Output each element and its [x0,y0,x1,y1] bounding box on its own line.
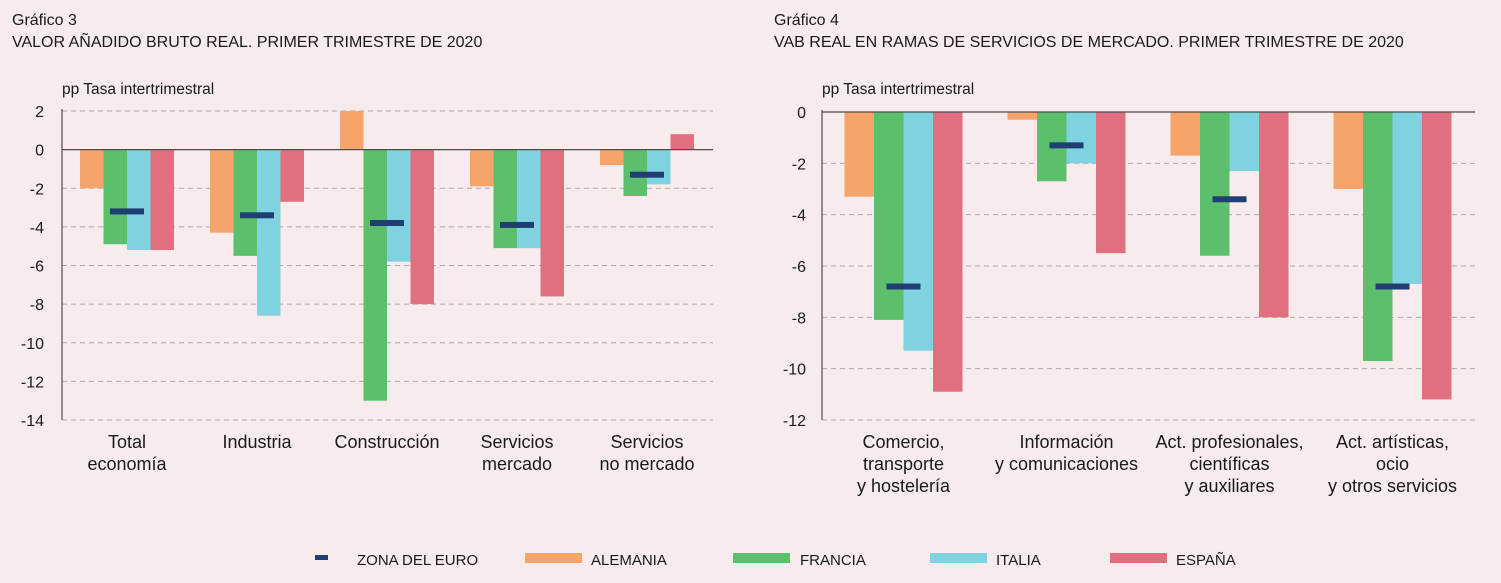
category-label: Construcción [334,432,439,452]
bar-francia [493,149,517,249]
legend-swatch-italia [930,553,987,563]
legend-label-alemania: ALEMANIA [591,552,667,569]
y-tick-label: -12 [21,374,44,391]
y-tick-label: -6 [30,259,44,276]
bar-espana [670,134,694,150]
bar-francia [1200,112,1230,256]
y-tick-label: -14 [21,413,44,430]
legend: ZONA DEL EURO ALEMANIA FRANCIA ITALIA ES… [315,552,1236,569]
bar-espana [410,149,434,305]
bar-espana [1096,112,1126,254]
marker-zona-euro [886,283,921,290]
bar-alemania [470,149,494,187]
marker-zona-euro [630,171,664,178]
legend-swatch-espana [1110,553,1167,563]
legend-label-zona-euro: ZONA DEL EURO [357,552,478,569]
y-tick-label: -10 [783,362,806,379]
chart-1: Gráfico 3 VALOR AÑADIDO BRUTO REAL. PRIM… [12,12,713,474]
bar-italia [1229,112,1259,172]
bar-espana [1422,112,1452,400]
bar-italia [1392,112,1422,284]
bar-espana [933,112,963,392]
chart-1-euro-markers [110,171,664,228]
marker-zona-euro [1375,283,1410,290]
bar-espana [280,149,304,202]
y-tick-label: 0 [797,105,806,122]
bar-francia [1363,112,1393,361]
chart-1-y-ticks: 2 0 -2 -4 -6 -8 -10 -12 -14 [21,104,44,430]
marker-zona-euro [240,212,274,219]
y-tick-label: -2 [30,181,44,198]
bar-francia [363,149,387,401]
bar-alemania [340,111,364,150]
chart-2-euro-markers [886,142,1410,290]
legend-label-italia: ITALIA [996,552,1041,569]
marker-zona-euro [1212,196,1247,203]
y-tick-label: 2 [35,104,44,121]
chart-1-figure-label: Gráfico 3 [12,12,77,29]
chart-2-y-ticks: 0 -2 -4 -6 -8 -10 -12 [783,105,806,430]
marker-zona-euro [1049,142,1084,149]
bar-italia [903,112,933,351]
category-label: Servicios no mercado [599,432,694,474]
chart-2-category-labels: Comercio, transporte y hostelería Informaci… [857,432,1457,496]
category-label: Total economía [87,432,167,474]
chart-2-title: VAB REAL EN RAMAS DE SERVICIOS DE MERCAD… [774,34,1404,51]
bar-alemania [600,149,624,166]
marker-zona-euro [110,208,144,215]
legend-swatch-zona-euro [315,555,328,560]
bar-espana [1259,112,1289,318]
y-tick-label: -4 [30,220,44,237]
bar-italia [647,149,671,185]
y-tick-label: -10 [21,336,44,353]
y-tick-label: 0 [35,143,44,160]
marker-zona-euro [500,221,534,228]
category-label: Servicios mercado [480,432,553,474]
bar-italia [517,149,541,249]
legend-label-francia: FRANCIA [800,552,866,569]
chart-2-bars [844,112,1452,400]
chart-1-bars [80,111,694,401]
y-tick-label: -2 [792,156,806,173]
bar-espana [150,149,174,251]
category-label: Información y comunicaciones [995,432,1138,474]
legend-label-espana: ESPAÑA [1176,552,1236,569]
y-tick-label: -8 [30,297,44,314]
bar-alemania [210,149,234,233]
chart-1-title: VALOR AÑADIDO BRUTO REAL. PRIMER TRIMEST… [12,31,482,51]
bar-italia [1066,112,1096,164]
marker-zona-euro [370,220,404,227]
chart-2: Gráfico 4 VAB REAL EN RAMAS DE SERVICIOS… [774,12,1475,496]
legend-swatch-francia [733,553,790,563]
chart-1-ylabel: pp Tasa intertrimestral [62,81,214,98]
bar-italia [127,149,151,251]
legend-swatch-alemania [525,553,582,563]
bar-alemania [80,149,104,189]
bar-alemania [1007,112,1037,120]
bar-alemania [1170,112,1200,156]
y-tick-label: -8 [792,310,806,327]
bar-alemania [844,112,874,197]
y-tick-label: -6 [792,259,806,276]
y-tick-label: -4 [792,208,806,225]
chart-2-ylabel: pp Tasa intertrimestral [822,81,974,98]
category-label: Comercio, transporte y hostelería [857,432,951,496]
category-label: Act. artísticas, ocio y otros servicios [1328,432,1457,496]
bar-espana [540,149,564,297]
category-label: Act. profesionales, científicas y auxiliar… [1155,432,1303,496]
bar-italia [257,149,281,316]
bar-francia [103,149,127,245]
y-tick-label: -12 [783,413,806,430]
bar-italia [387,149,411,262]
chart-1-category-labels: Total economía Industria Construcción Servic… [87,432,694,474]
bar-alemania [1333,112,1363,189]
chart-2-figure-label: Gráfico 4 [774,12,839,29]
category-label: Industria [222,432,292,452]
bar-francia [233,149,257,256]
